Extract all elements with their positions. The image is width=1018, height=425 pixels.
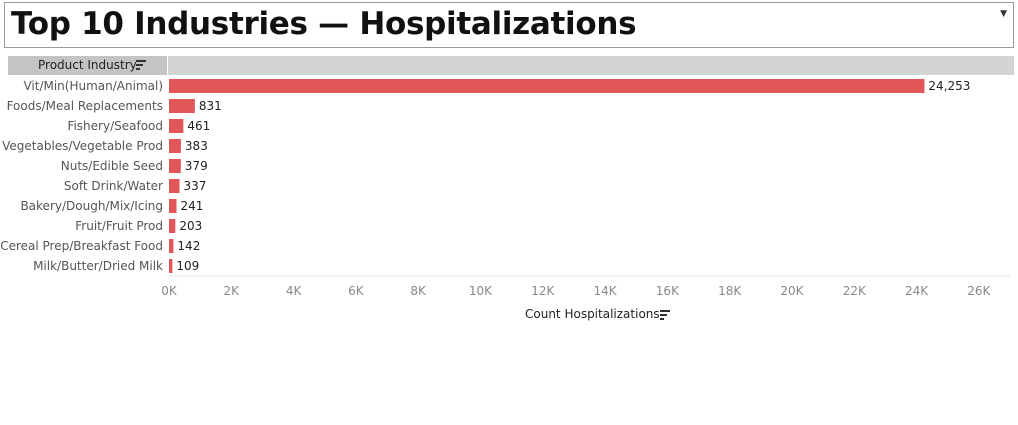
category-label: Fruit/Fruit Prod (75, 219, 163, 233)
bar (169, 99, 195, 113)
value-label: 109 (176, 259, 199, 273)
x-axis-title: Count Hospitalizations (525, 307, 670, 321)
title-container: Top 10 Industries — Hospitalizations ▼ (4, 2, 1014, 48)
row-header-cell[interactable]: Product Industry (8, 56, 168, 75)
value-label: 142 (177, 239, 200, 253)
bar (169, 199, 177, 213)
x-tick-label: 8K (410, 284, 427, 298)
x-tick-label: 4K (286, 284, 303, 298)
bar (169, 179, 180, 193)
category-label: Nuts/Edible Seed (61, 159, 163, 173)
sort-icon[interactable] (660, 310, 671, 320)
bar (169, 159, 181, 173)
x-tick-label: 18K (718, 284, 742, 298)
value-label: 203 (179, 219, 202, 233)
x-tick-label: 16K (656, 284, 680, 298)
x-tick-label: 2K (224, 284, 241, 298)
category-label: Fishery/Seafood (67, 119, 163, 133)
bar (169, 79, 925, 93)
category-label: Soft Drink/Water (64, 179, 163, 193)
x-tick-label: 20K (780, 284, 804, 298)
category-label: Vegetables/Vegetable Prod (2, 139, 163, 153)
dropdown-arrow-icon[interactable]: ▼ (1000, 9, 1007, 19)
value-label: 24,253 (928, 79, 970, 93)
x-tick-label: 0K (161, 284, 178, 298)
x-tick-label: 26K (967, 284, 991, 298)
category-label: Vit/Min(Human/Animal) (23, 79, 163, 93)
x-tick-label: 12K (531, 284, 555, 298)
bar (169, 219, 176, 233)
category-label: Milk/Butter/Dried Milk (33, 259, 163, 273)
value-label: 831 (199, 99, 222, 113)
value-label: 383 (185, 139, 208, 153)
x-tick-label: 10K (469, 284, 493, 298)
column-header-bar (168, 56, 1014, 75)
value-label: 379 (185, 159, 208, 173)
value-label: 241 (181, 199, 204, 213)
value-label: 461 (187, 119, 210, 133)
category-label: Cereal Prep/Breakfast Food (0, 239, 163, 253)
sort-icon[interactable] (136, 60, 147, 70)
page-title: Top 10 Industries — Hospitalizations (11, 6, 637, 42)
bar (169, 119, 184, 133)
x-tick-label: 24K (905, 284, 929, 298)
x-tick-label: 6K (348, 284, 365, 298)
value-label: 337 (183, 179, 206, 193)
category-label: Bakery/Dough/Mix/Icing (20, 199, 163, 213)
row-header-label: Product Industry (38, 58, 137, 72)
bar (169, 239, 174, 253)
x-tick-label: 22K (843, 284, 867, 298)
bar (169, 259, 173, 273)
bar (169, 139, 181, 153)
x-axis-title-text: Count Hospitalizations (525, 307, 660, 321)
x-tick-label: 14K (594, 284, 618, 298)
category-label: Foods/Meal Replacements (7, 99, 163, 113)
